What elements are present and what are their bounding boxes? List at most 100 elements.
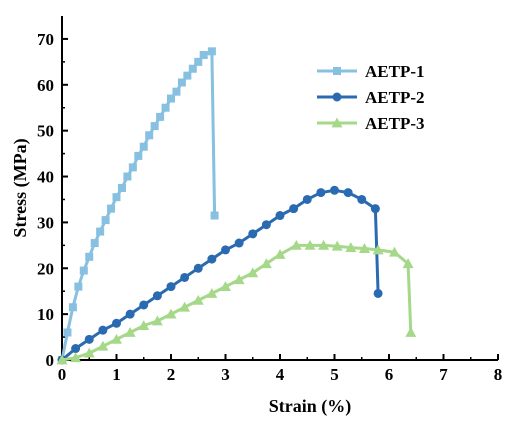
data-point <box>68 303 77 312</box>
data-point <box>210 211 219 220</box>
x-axis-title: Strain (%) <box>269 396 352 417</box>
data-point <box>302 194 312 204</box>
data-point <box>167 94 175 103</box>
data-point <box>111 333 122 344</box>
data-point <box>151 315 163 326</box>
series-line <box>60 49 217 361</box>
y-tick-label: 0 <box>46 351 55 370</box>
series-aetp-1 <box>58 47 219 364</box>
data-point <box>316 188 326 198</box>
data-point <box>405 326 417 337</box>
data-point <box>357 194 367 204</box>
data-point <box>290 239 302 250</box>
data-point <box>206 287 218 298</box>
data-point <box>74 282 83 291</box>
data-point <box>112 193 121 202</box>
data-point <box>85 252 94 261</box>
data-point <box>194 57 203 66</box>
x-tick-label: 8 <box>494 365 503 384</box>
data-point <box>192 294 204 305</box>
x-tick-label: 5 <box>330 365 339 384</box>
data-point <box>318 239 330 250</box>
x-tick-label: 0 <box>58 365 67 384</box>
data-point <box>123 172 132 181</box>
data-point <box>124 326 136 337</box>
y-axis-title: Stress (MPa) <box>10 138 31 237</box>
data-point <box>70 352 82 363</box>
data-point <box>261 220 271 230</box>
data-point <box>90 239 99 248</box>
data-point <box>188 64 197 73</box>
series-line <box>61 188 380 362</box>
x-tick-label: 6 <box>385 365 394 384</box>
data-point <box>139 300 149 310</box>
data-point <box>79 266 88 275</box>
series-layer <box>56 47 417 365</box>
data-point <box>247 267 259 278</box>
data-point <box>101 216 110 225</box>
data-point <box>166 282 176 292</box>
legend-marker <box>332 92 342 102</box>
data-point <box>233 274 245 285</box>
data-point <box>98 325 108 335</box>
data-point <box>193 263 203 273</box>
data-point <box>84 334 94 344</box>
y-tick-label: 20 <box>37 259 54 278</box>
data-point <box>145 131 154 140</box>
x-tick-label: 3 <box>221 365 230 384</box>
data-point <box>117 184 126 192</box>
data-point <box>83 347 95 358</box>
data-point <box>125 309 135 319</box>
legend-marker <box>331 117 343 128</box>
x-tick-label: 7 <box>439 365 448 384</box>
data-point <box>71 344 81 354</box>
data-point <box>97 340 109 351</box>
data-point <box>96 227 105 236</box>
data-point <box>63 328 72 337</box>
legend-label: AETP-2 <box>365 88 425 107</box>
x-tick-label: 4 <box>276 365 285 384</box>
data-point <box>156 112 165 121</box>
data-point <box>134 151 143 160</box>
data-point <box>373 288 383 298</box>
data-point <box>152 291 162 301</box>
data-point <box>165 308 177 319</box>
legend-label: AETP-3 <box>365 114 425 133</box>
data-point <box>177 78 186 87</box>
legend-item: AETP-2 <box>317 88 425 107</box>
data-point <box>260 258 272 269</box>
data-point <box>331 240 343 251</box>
data-point <box>274 249 286 259</box>
data-point <box>343 188 353 198</box>
data-point <box>220 281 231 292</box>
y-tick-label: 50 <box>37 122 54 141</box>
data-point <box>172 87 181 96</box>
axes <box>61 16 498 361</box>
data-point <box>345 242 357 253</box>
data-point <box>199 50 208 59</box>
legend: AETP-1 AETP-2 AETP-3 <box>317 62 425 133</box>
y-tick-label: 10 <box>37 305 54 324</box>
y-tick-label: 40 <box>37 168 54 187</box>
y-tick-label: 70 <box>37 30 54 49</box>
data-point <box>207 254 217 264</box>
legend-item: AETP-3 <box>317 114 425 133</box>
data-point <box>289 204 299 214</box>
x-tick-label: 2 <box>167 365 176 384</box>
legend-item: AETP-1 <box>317 62 425 81</box>
data-point <box>179 301 191 312</box>
data-point <box>138 320 150 330</box>
data-point <box>358 243 370 253</box>
legend-marker <box>333 67 341 75</box>
data-point <box>304 239 316 250</box>
series-aetp-3 <box>56 239 417 365</box>
data-point <box>56 354 68 365</box>
data-point <box>139 142 148 151</box>
data-point <box>112 318 121 328</box>
data-point <box>234 238 244 248</box>
y-tick-label: 30 <box>37 213 54 232</box>
data-point <box>161 103 170 112</box>
data-point <box>388 246 400 257</box>
data-point <box>372 244 384 255</box>
